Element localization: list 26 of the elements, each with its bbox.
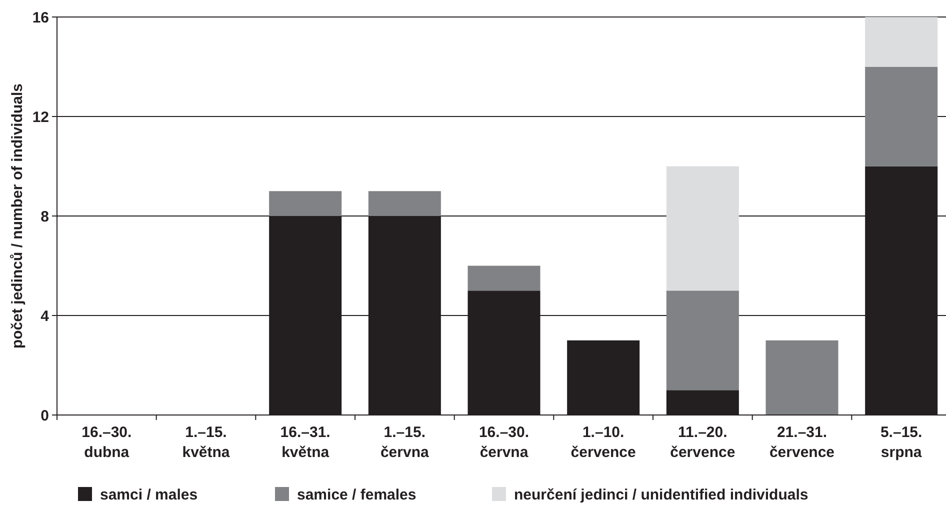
y-tick-label: 0 — [40, 407, 49, 424]
bar — [468, 266, 540, 291]
x-tick-label: 1.–15. května — [182, 424, 230, 461]
y-tick-label: 8 — [40, 208, 49, 226]
bar — [766, 340, 838, 415]
x-tick-label: 1.–15. června — [380, 424, 430, 461]
bar — [368, 191, 441, 216]
y-tick-label: 12 — [32, 108, 49, 126]
x-tick-label: 5.–15. srpna — [880, 424, 922, 461]
legend-label: neurčení jedinci / unidentified individuals — [514, 486, 808, 504]
bar — [865, 17, 938, 67]
bar — [269, 191, 342, 216]
y-tick-label: 4 — [40, 308, 50, 325]
bar — [666, 166, 739, 291]
y-axis-title: počet jedinců / number of individuals — [9, 83, 26, 349]
x-tick-label: 16.–31. května — [280, 424, 330, 461]
x-tick-label: 16.–30. dubna — [82, 424, 132, 461]
legend-label: samci / males — [100, 486, 198, 504]
x-tick-label: 21.–31. července — [769, 424, 835, 461]
x-tick-label: 11.–20. července — [670, 424, 736, 461]
bar — [865, 66, 938, 166]
x-tick-label: 1.–10. července — [570, 424, 636, 461]
legend-label: samice / females — [297, 486, 416, 504]
y-tick-label: 16 — [32, 9, 49, 26]
bar — [666, 290, 739, 390]
x-tick-label: 16.–30. června — [478, 424, 530, 461]
